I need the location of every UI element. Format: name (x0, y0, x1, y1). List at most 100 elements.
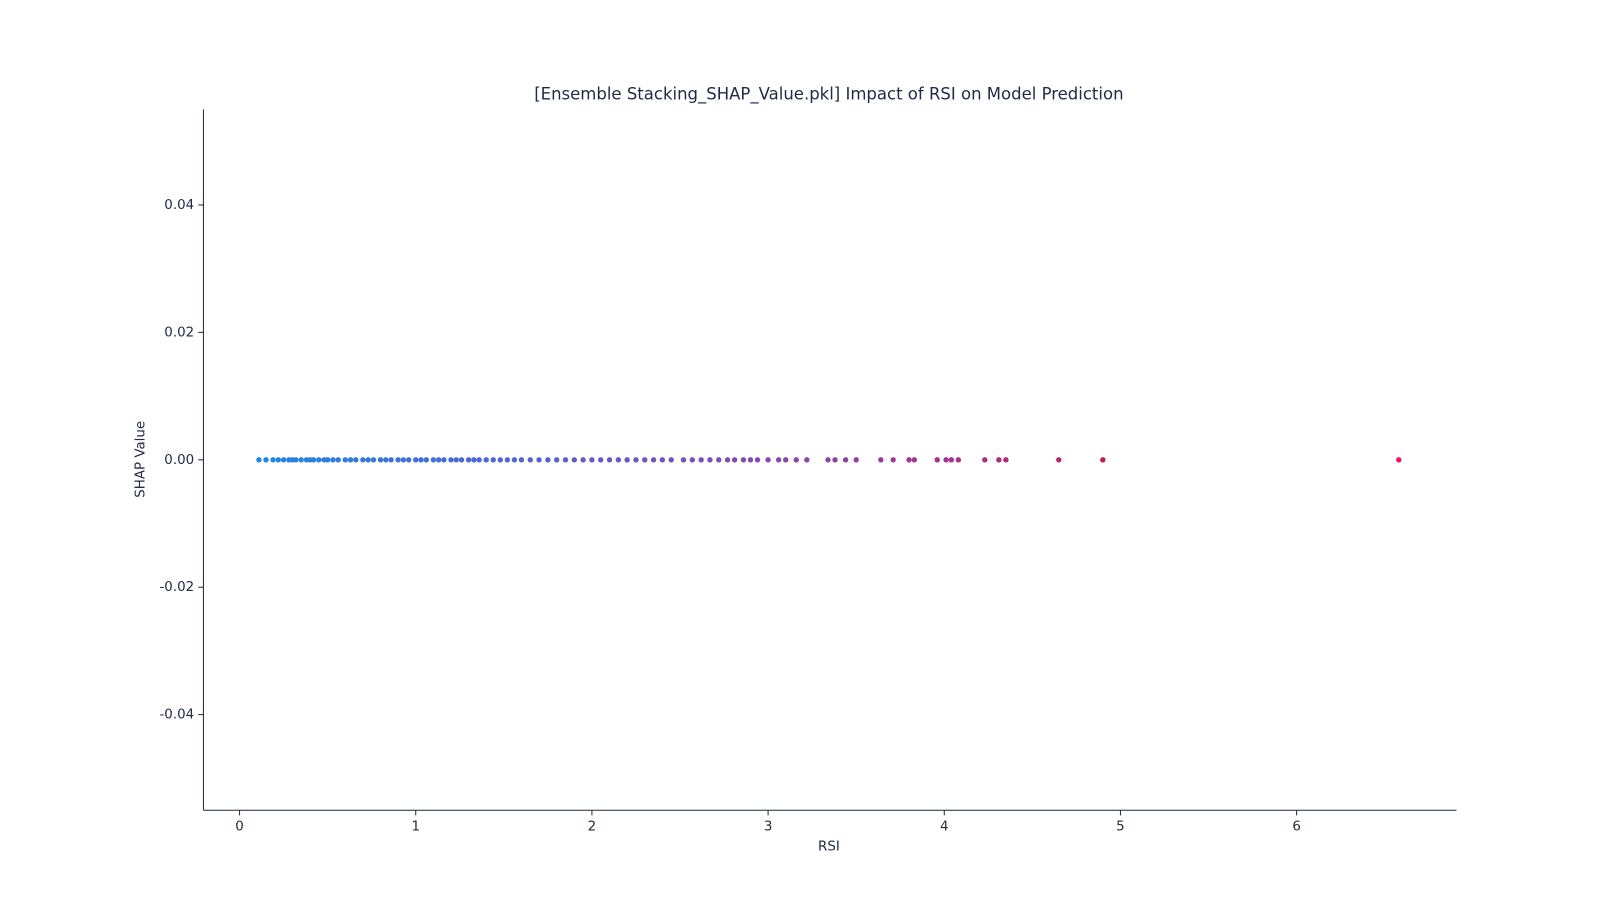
point (804, 457, 810, 463)
point (775, 457, 782, 463)
point (716, 457, 722, 463)
point (553, 457, 560, 463)
point (740, 457, 747, 463)
point (571, 457, 577, 463)
point (698, 457, 704, 463)
point (504, 457, 511, 463)
point (731, 457, 738, 463)
point (689, 457, 696, 463)
point (316, 457, 322, 463)
point (659, 457, 666, 463)
point (270, 457, 276, 463)
point (413, 457, 419, 463)
point (1100, 457, 1106, 463)
point (471, 457, 477, 463)
point (263, 457, 269, 463)
point (832, 457, 838, 463)
point (347, 457, 354, 463)
point (360, 457, 366, 463)
point (1056, 457, 1062, 463)
y-tick-label: 0.04 (164, 198, 194, 213)
point (511, 457, 518, 463)
point (1396, 457, 1402, 463)
point (783, 457, 789, 463)
point (853, 457, 859, 463)
x-tick-label: 0 (235, 820, 244, 835)
point (383, 457, 389, 463)
point (335, 457, 341, 463)
point (370, 457, 377, 463)
point (418, 457, 424, 463)
point (589, 457, 595, 463)
point (680, 457, 687, 463)
point (353, 457, 359, 463)
point (453, 457, 459, 463)
x-tick-label: 6 (1292, 820, 1301, 835)
point (435, 457, 442, 463)
point (1003, 457, 1009, 463)
point (256, 457, 262, 463)
point (465, 457, 472, 463)
x-axis-label: RSI (818, 839, 840, 854)
point (890, 457, 896, 463)
point (707, 457, 713, 463)
point (430, 457, 437, 463)
point (580, 457, 586, 463)
point (633, 457, 639, 463)
x-tick-label: 5 (1116, 820, 1125, 835)
point (377, 457, 384, 463)
point (650, 457, 657, 463)
point (754, 457, 761, 463)
point (948, 457, 955, 463)
point (406, 457, 412, 463)
point (388, 457, 394, 463)
point (842, 457, 849, 463)
point (793, 457, 799, 463)
point (330, 457, 336, 463)
point (642, 457, 648, 463)
x-tick-label: 3 (764, 820, 773, 835)
point (724, 457, 731, 463)
x-tick-label: 1 (411, 820, 420, 835)
point (483, 457, 489, 463)
point (615, 457, 622, 463)
point (906, 457, 912, 463)
point (324, 457, 331, 463)
point (934, 457, 940, 463)
point (598, 457, 604, 463)
point (536, 457, 542, 463)
chart-title: [Ensemble Stacking_SHAP_Value.pkl] Impac… (534, 84, 1123, 104)
point (545, 457, 551, 463)
point (298, 457, 304, 463)
y-tick-label: 0.02 (164, 325, 194, 340)
x-tick-label: 2 (588, 820, 597, 835)
point (825, 457, 831, 463)
x-tick-label: 4 (940, 820, 949, 835)
point (518, 457, 525, 463)
point (955, 457, 962, 463)
point (342, 457, 348, 463)
point (293, 457, 299, 463)
point (606, 457, 613, 463)
point (765, 457, 771, 463)
point (448, 457, 454, 463)
point (996, 457, 1002, 463)
point (476, 457, 482, 463)
y-tick-label: 0.00 (164, 453, 194, 468)
y-tick-label: -0.04 (159, 708, 194, 723)
point (441, 457, 447, 463)
point (310, 457, 317, 463)
y-tick-label: -0.02 (159, 580, 194, 595)
point (497, 457, 503, 463)
point (395, 457, 401, 463)
point (400, 457, 407, 463)
point (943, 457, 949, 463)
point (911, 457, 918, 463)
point (280, 457, 287, 463)
point (624, 457, 630, 463)
point (982, 457, 988, 463)
point (458, 457, 465, 463)
point (527, 457, 533, 463)
point (668, 457, 674, 463)
